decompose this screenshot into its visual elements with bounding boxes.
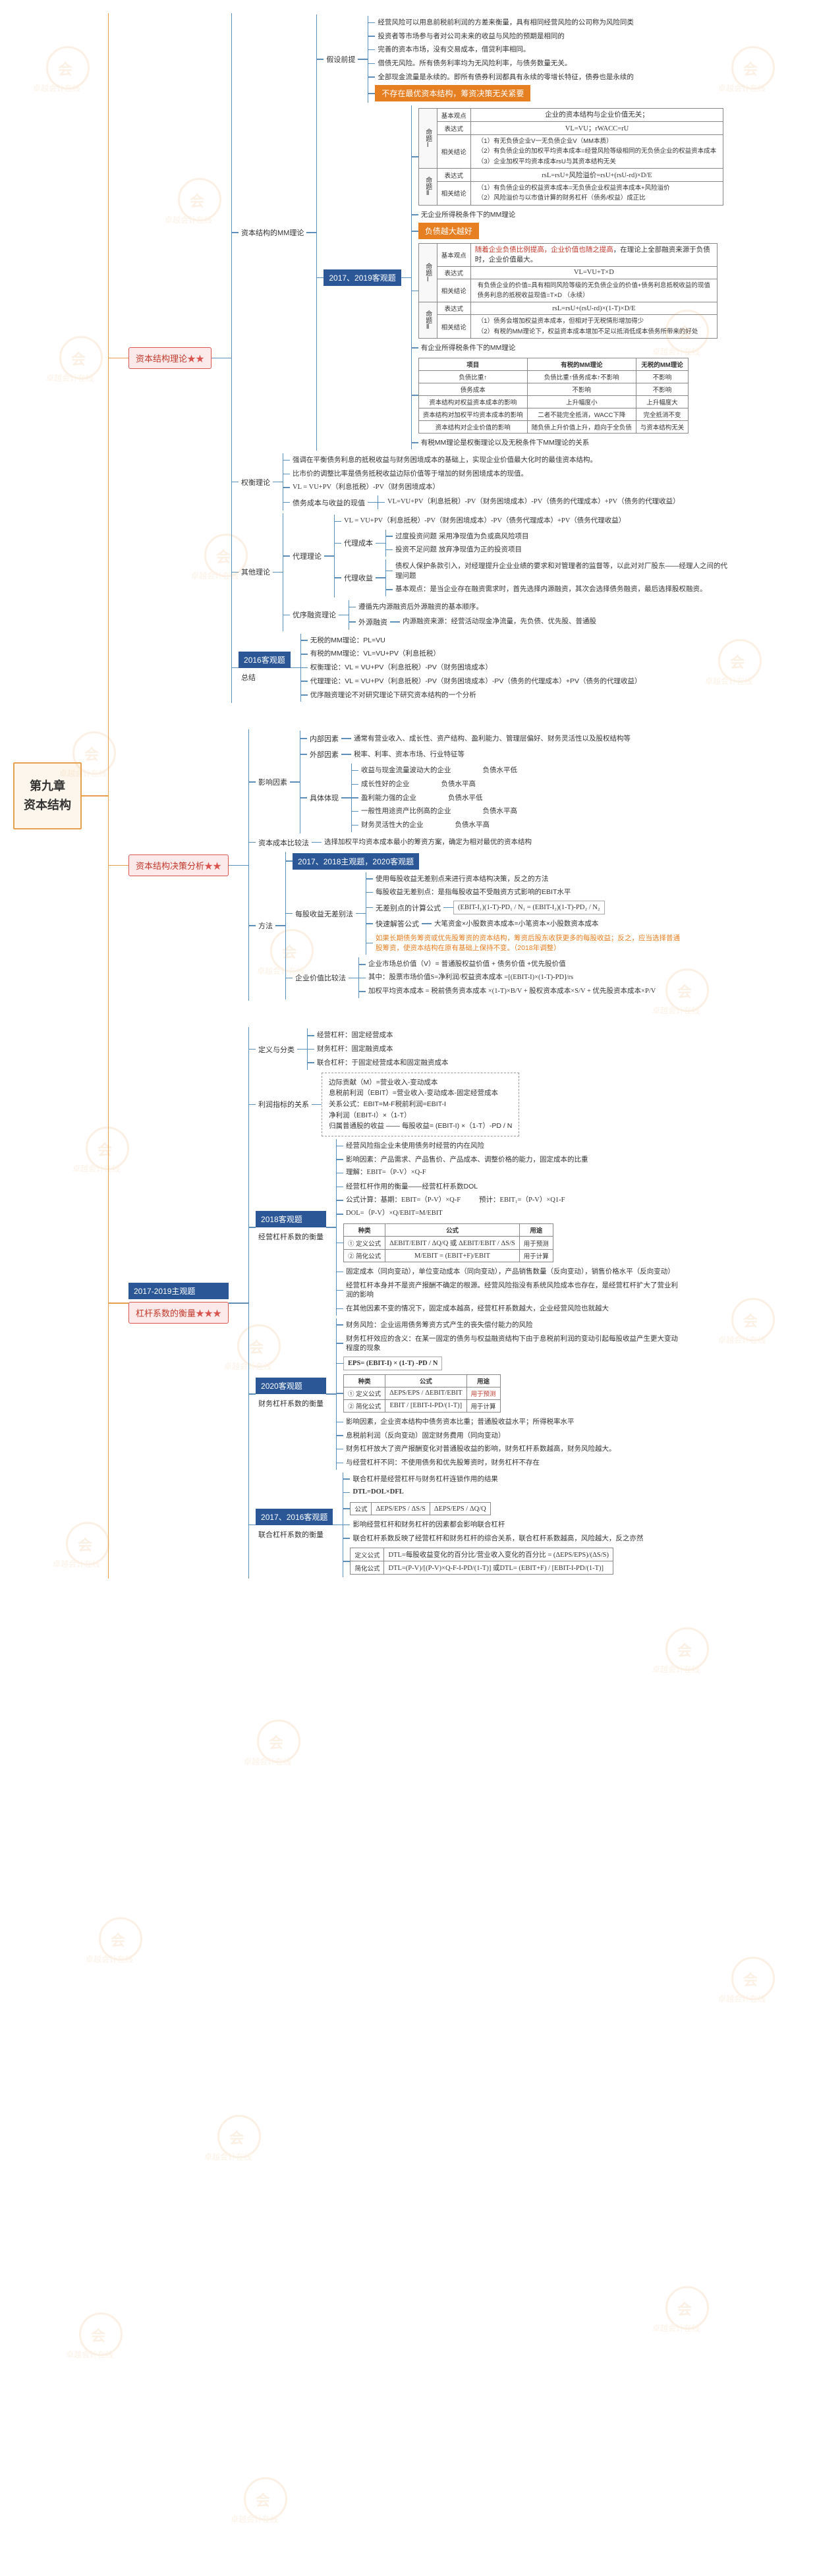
callout-more-debt: 负债越大越好 [418,223,479,239]
agency-label: 代理理论 [290,549,324,563]
profit-rel-label: 利润指标的关系 [256,1098,312,1111]
exam-tag: 2020客观题 [256,1378,326,1394]
decision-sub: 影响因素 内部因素 通常有营业收入、成长性、资产结构、盈利能力、管理层偏好、财务… [248,729,689,1001]
origin-text: 有税MM理论是权衡理论以及无税条件下MM理论的关系 [418,437,592,449]
assumption-item: 经营风险可以用息前税前利润的方差来衡量，具有相同经营风险的公司称为风险同类 [375,17,636,28]
assumption-item: 完善的资本市场，没有交易成本，借贷利率相同。 [375,44,532,55]
dol-table: 种类公式用途 ① 定义公式ΔEBIT/EBIT / ΔQ/Q 或 ΔEBIT/E… [343,1223,553,1262]
exam-tag: 2018客观题 [256,1211,326,1227]
op-lever-label: 经营杠杆系数的衡量 [256,1230,326,1243]
tradeoff-label: 权衡理论 [239,476,273,489]
branch-decision: 资本结构决策分析★★ 影响因素 内部因素 通常有营业收入、成长性、资产结构、盈利… [109,729,735,1001]
pecking-label: 优序融资理论 [290,608,339,621]
exam-tag: 2017、2018主观题，2020客观题 [293,853,419,870]
comb-lever-label: 联合杠杆系数的衡量 [256,1528,333,1541]
callout-no-optimal: 不存在最优资本结构，筹资决策无关紧要 [375,85,530,101]
root-node: 第九章 资本结构 [13,762,82,829]
root-line2: 资本结构 [24,796,71,815]
fin-lever-label: 财务杠杆系数的衡量 [256,1397,326,1410]
methods-label: 方法 [256,919,275,932]
eps-method-label: 每股收益无差别法 [293,907,356,920]
node-decision: 资本结构决策分析★★ [128,854,229,876]
assumption-item: 借债无风险。所有债务利率均为无风险利率，与债务数量无关。 [375,58,574,69]
branch-theory: 资本结构理论★★ 资本结构的MM理论 假设前提 经营风险可以用息前税前利润的方差 [109,13,735,703]
exam-tag: 2017、2019客观题 [324,269,401,286]
def-label: 定义与分类 [256,1043,297,1056]
factors-label: 影响因素 [256,775,290,789]
node-theory: 资本结构理论★★ [128,347,211,369]
withtax-title: 有企业所得税条件下的MM理论 [418,343,519,354]
withtax-prop-table: 命题Ⅰ 基本观点 随着企业负债比例提高，企业价值也随之提高，在理论上全部融资来源… [418,243,718,339]
mm-compare-table: 项目 有税的MM理论 无税的MM理论 负债比重↑负债比重↑债务成本↑不影响不影响… [418,358,689,434]
notax-prop-table: 命题Ⅰ 基本观点 企业的资本结构与企业价值无关； 表达式 VL=VU；rWACC… [418,108,723,205]
branch-leverage: 2017-2019主观题 杠杆系数的衡量★★★ 定义与分类 经营杠杆：固定经营成… [109,1027,735,1579]
root-line1: 第九章 [24,777,71,796]
notax-title: 无企业所得税条件下的MM理论 [418,210,519,221]
cost-compare-label: 资本成本比较法 [256,836,312,849]
branches-level1: 资本结构理论★★ 资本结构的MM理论 假设前提 经营风险可以用息前税前利润的方差 [108,13,735,1579]
mm-theory-label: 资本结构的MM理论 [239,226,306,239]
leverage-sub: 定义与分类 经营杠杆：固定经营成本 财务杠杆：固定融资成本 联合杠杆：于固定经营… [248,1027,686,1579]
dtl-header-table: 公式 ΔEPS/EPS / ΔS/S ΔEPS/EPS / ΔQ/Q [350,1502,490,1515]
assumption-item: 全部现金流量是永续的。即所有债券利润都具有永续的零增长特征，债券也是永续的 [375,72,636,83]
assumptions-label: 假设前提 [324,53,358,66]
ev-method-label: 企业价值比较法 [293,971,349,984]
dtl-formula-table: 定义公式DTL=每股收益变化的百分比/营业收入变化的百分比 = (ΔEPS/EP… [350,1548,613,1575]
theory-sub: 资本结构的MM理论 假设前提 经营风险可以用息前税前利润的方差来衡量，具有相同经… [231,13,735,703]
exam-tag: 2017-2019主观题 [128,1283,229,1299]
exam-tag: 2017、2016客观题 [256,1509,333,1525]
assumption-item: 投资者等市场参与者对公司未来的收益与风险的预期是相同的 [375,31,567,42]
dfl-table: 种类公式用途 ① 定义公式ΔEPS/EPS / ΔEBIT/EBIT用于预测 ②… [343,1374,501,1413]
other-label: 其他理论 [239,565,273,578]
exam-tag: 2016客观题 [239,652,291,668]
mindmap-root: 第九章 资本结构 资本结构理论★★ 资本结构的MM理论 假设前提 [13,13,804,1579]
connector [82,795,108,797]
profit-box: 边际贡献（M）=营业收入-变动成本 息税前利润（EBIT）=营业收入-变动成本-… [322,1073,519,1136]
node-leverage: 杠杆系数的衡量★★★ [128,1302,229,1324]
